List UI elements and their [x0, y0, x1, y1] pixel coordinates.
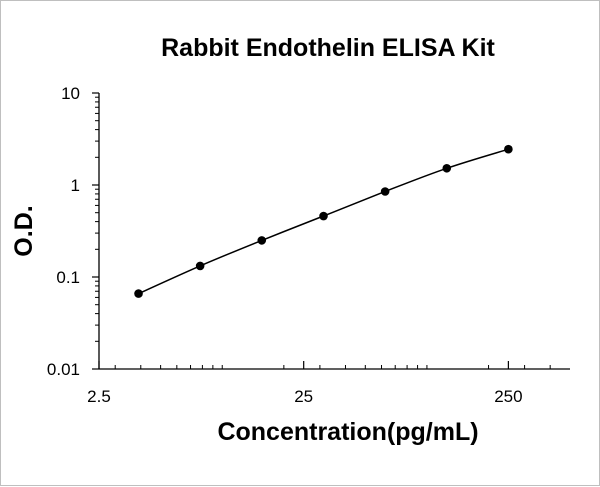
- x-axis-ticks: 2.5 25 250: [87, 361, 551, 406]
- y-axis-title: O.D.: [10, 205, 38, 256]
- x-tick-label: 25: [294, 387, 313, 406]
- data-point: [380, 187, 390, 196]
- y-tick-label: 0.1: [56, 268, 80, 287]
- y-tick-label: 0.01: [47, 360, 80, 379]
- series-group: [134, 144, 513, 298]
- data-point: [504, 144, 513, 154]
- chart-title: Rabbit Endothelin ELISA Kit: [161, 34, 495, 62]
- data-point: [442, 163, 452, 173]
- x-tick-label: 2.5: [87, 387, 111, 406]
- data-point: [134, 289, 143, 298]
- x-tick-label: 250: [494, 387, 522, 406]
- y-tick-label: 1: [71, 176, 80, 195]
- series-line: [138, 148, 509, 295]
- data-point: [257, 236, 267, 245]
- y-tick-label: 10: [61, 84, 80, 103]
- data-point: [195, 261, 205, 271]
- data-point: [319, 211, 328, 221]
- y-axis-ticks: 0.01 0.1 1 10: [47, 84, 99, 379]
- x-axis-title: Concentration(pg/mL): [217, 418, 478, 446]
- axes: [98, 93, 570, 370]
